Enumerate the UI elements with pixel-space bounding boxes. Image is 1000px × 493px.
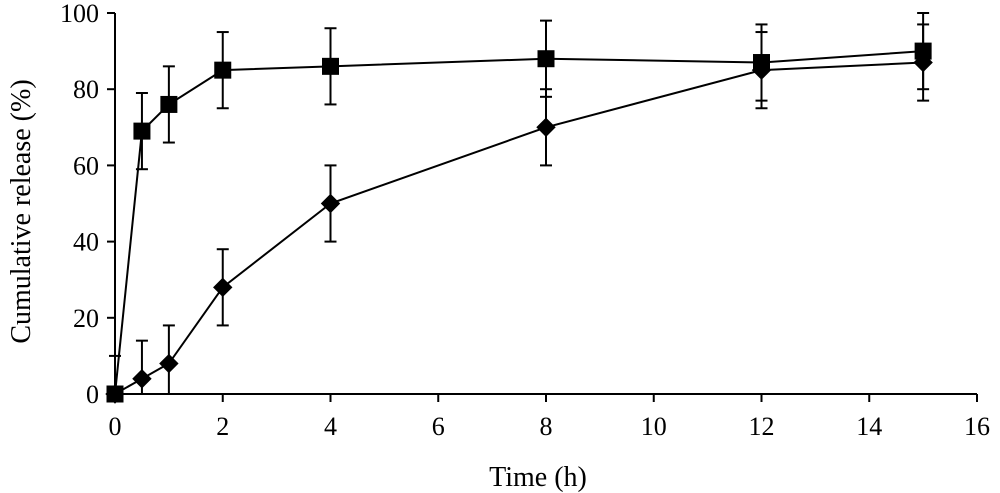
y-tick-label: 100 [60,0,99,28]
data-point-diamond [751,60,772,80]
x-tick-label: 6 [432,412,445,441]
series-2 [105,23,933,404]
y-tick-label: 80 [73,75,99,104]
data-point-square [214,61,232,79]
x-ticks: 0 2 4 6 8 10 12 14 16 [109,394,990,441]
data-point-square [133,122,151,140]
series-line [114,50,924,395]
data-point-diamond [536,117,556,138]
series-layer [105,12,933,404]
x-tick-label: 4 [324,412,337,441]
y-tick-label: 60 [73,151,99,180]
series-1 [106,12,932,403]
y-tick-label: 0 [86,380,99,409]
x-tick-label: 12 [749,412,775,441]
x-tick-label: 8 [540,412,553,441]
data-point-diamond [320,193,341,214]
x-tick-label: 0 [109,412,122,441]
y-tick-label: 20 [73,304,99,333]
x-tick-label: 16 [964,412,990,441]
data-point-diamond [159,353,179,374]
x-tick-label: 2 [216,412,229,441]
y-axis-title: Cumulative release (%) [6,79,37,343]
y-ticks: 0 20 40 60 80 100 [60,0,115,409]
x-tick-label: 10 [641,412,667,441]
series-line [114,61,924,395]
x-axis-title: Time (h) [489,462,587,493]
data-point-square [160,95,178,113]
y-tick-label: 40 [73,228,99,257]
data-point-square [322,57,339,75]
data-point-square [537,50,555,68]
x-tick-label: 14 [856,412,882,441]
data-point-diamond [213,277,233,298]
data-point-diamond [913,52,933,73]
data-point-diamond [132,369,152,389]
data-point-diamond [105,384,125,404]
